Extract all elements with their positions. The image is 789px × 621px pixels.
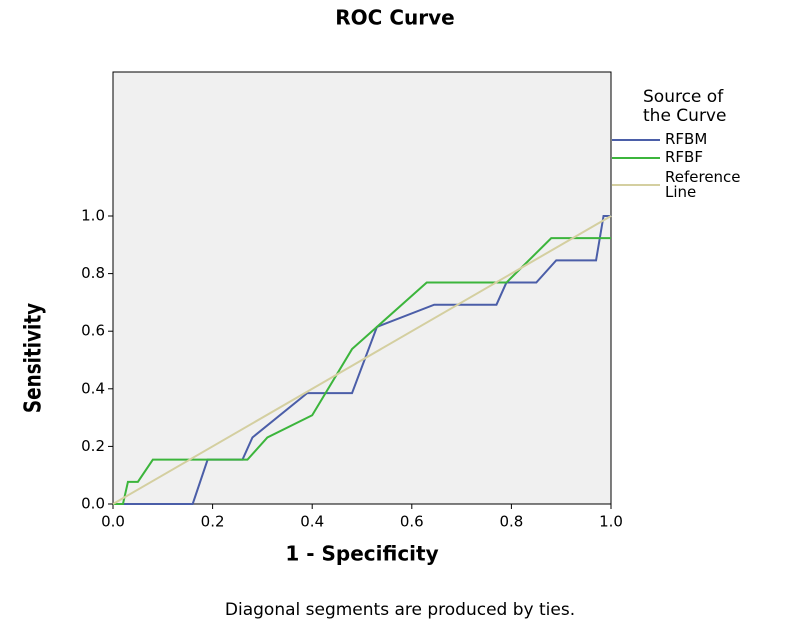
y-tick-label: 0.8 [81,264,105,282]
roc-line [112,215,612,505]
y-tick-label: 0.2 [81,437,105,455]
roc-line [113,237,611,505]
footnote: Diagonal segments are produced by ties. [225,600,575,620]
x-tick-label: 0.6 [400,513,424,531]
legend-label: Reference Line [665,168,741,201]
y-tick-label: 0.6 [81,322,105,340]
legend-label: RFBM [665,130,708,148]
legend-label: RFBF [665,148,703,166]
x-tick-label: 0.4 [300,513,324,531]
x-tick-label: 0.8 [499,513,523,531]
y-axis-label: Sensitivity [20,303,47,414]
x-axis-label: 1 - Specificity [285,542,438,566]
y-tick-label: 0.0 [81,495,105,513]
plot-area [112,71,612,505]
y-tick-label: 0.4 [81,379,105,397]
y-tick-label: 1.0 [81,207,105,225]
x-tick-label: 1.0 [599,513,623,531]
x-tick-label: 0.0 [101,513,125,531]
x-tick-label: 0.2 [201,513,225,531]
chart-title: ROC Curve [335,6,454,30]
legend-title: Source of the Curve [643,87,727,126]
